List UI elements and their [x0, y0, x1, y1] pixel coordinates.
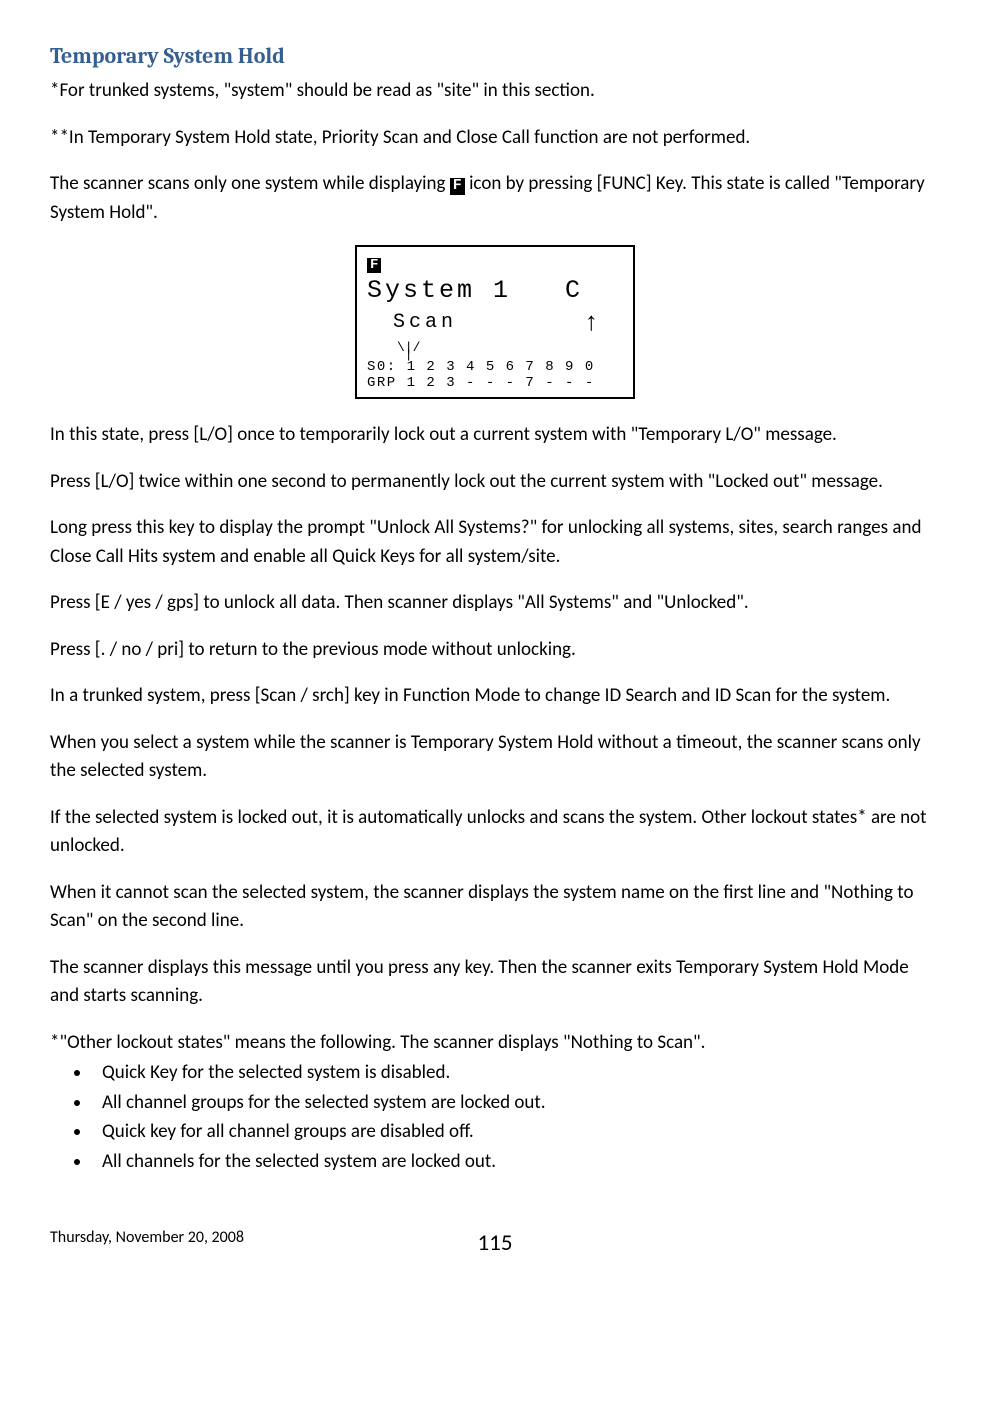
lcd-f-icon: F	[367, 258, 381, 273]
lcd-system-name: System 1	[367, 276, 511, 305]
paragraph-12: When it cannot scan the selected system,…	[50, 879, 940, 936]
paragraph-note-2: **In Temporary System Hold state, Priori…	[50, 124, 940, 153]
paragraph-14: *"Other lockout states" means the follow…	[50, 1029, 940, 1058]
list-item: All channel groups for the selected syst…	[92, 1089, 940, 1118]
lcd-signal-icon: \|/ |	[397, 344, 623, 360]
paragraph-note-1: *For trunked systems, "system" should be…	[50, 77, 940, 106]
footer-date: Thursday, November 20, 2008	[50, 1226, 244, 1250]
up-arrow-icon: ↑	[583, 310, 603, 336]
page-number: 115	[478, 1226, 513, 1261]
list-item: All channels for the selected system are…	[92, 1148, 940, 1177]
lcd-s0-row: S0: 1 2 3 4 5 6 7 8 9 0	[367, 359, 623, 375]
paragraph-4: In this state, press [L/O] once to tempo…	[50, 421, 940, 450]
lcd-display: F System 1 C Scan ↑ \|/ | S0: 1 2 3 4 5 …	[355, 245, 635, 399]
paragraph-8: Press [. / no / pri] to return to the pr…	[50, 636, 940, 665]
paragraph-11: If the selected system is locked out, it…	[50, 804, 940, 861]
paragraph-13: The scanner displays this message until …	[50, 954, 940, 1011]
f-icon-inline: F	[450, 178, 465, 195]
paragraph-9: In a trunked system, press [Scan / srch]…	[50, 682, 940, 711]
lcd-system-suffix: C	[565, 276, 583, 305]
paragraph-5: Press [L/O] twice within one second to p…	[50, 468, 940, 497]
lcd-scan-text: Scan	[367, 311, 457, 334]
list-item: Quick key for all channel groups are dis…	[92, 1118, 940, 1147]
paragraph-intro: The scanner scans only one system while …	[50, 170, 940, 227]
page-footer: Thursday, November 20, 2008 115	[50, 1226, 940, 1250]
paragraph-7: Press [E / yes / gps] to unlock all data…	[50, 589, 940, 618]
section-title: Temporary System Hold	[50, 40, 940, 73]
paragraph-10: When you select a system while the scann…	[50, 729, 940, 786]
list-item: Quick Key for the selected system is dis…	[92, 1059, 940, 1088]
lcd-line-2: Scan ↑	[367, 310, 623, 336]
text-before-icon: The scanner scans only one system while …	[50, 172, 450, 195]
lcd-grp-row: GRP 1 2 3 - - - 7 - - -	[367, 375, 623, 391]
lcd-line-1: System 1 C	[367, 277, 623, 306]
bullet-list: Quick Key for the selected system is dis…	[92, 1059, 940, 1176]
paragraph-6: Long press this key to display the promp…	[50, 514, 940, 571]
